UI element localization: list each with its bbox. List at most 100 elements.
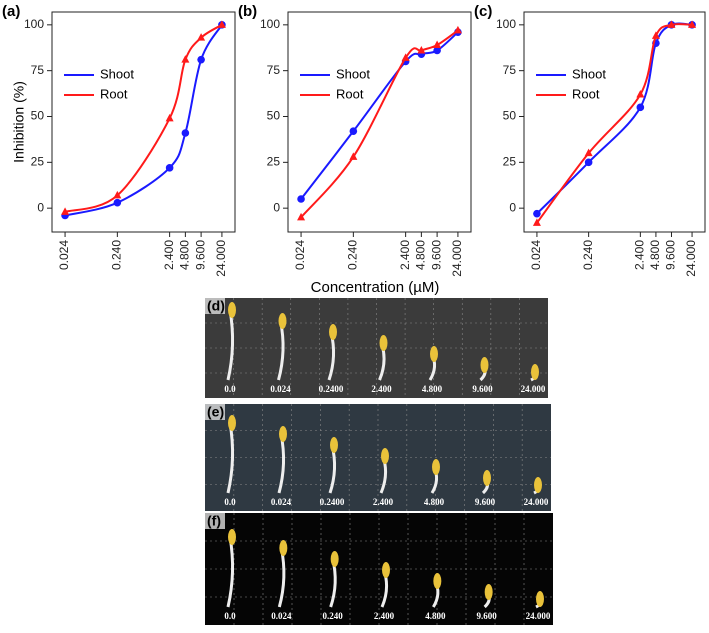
concentration-label: 0.024 (271, 497, 292, 507)
x-tick-label: 2.400 (633, 240, 647, 270)
x-tick-label: 0.024 (293, 240, 307, 270)
seedling-cotyledon (536, 591, 544, 607)
concentration-label: 0.0 (224, 611, 236, 621)
legend-label: Root (100, 86, 128, 101)
point (417, 46, 426, 54)
point (61, 207, 70, 215)
photo-label: (e) (207, 404, 224, 420)
y-tick-label: 75 (31, 63, 45, 77)
point (688, 20, 697, 28)
point (433, 40, 442, 48)
legend-label: Shoot (100, 66, 134, 81)
series-line (300, 31, 459, 200)
plot-frame (287, 11, 472, 233)
concentration-label: 24.000 (526, 611, 551, 621)
concentration-label: 0.240 (323, 611, 344, 621)
y-axis-label: Inhibition (%) (11, 81, 27, 163)
x-tick-label: 4.800 (648, 240, 662, 270)
seedling-cotyledon (279, 540, 288, 556)
concentration-label: 0.2400 (319, 384, 344, 394)
point (181, 129, 190, 137)
panel-label: (c) (474, 3, 492, 20)
y-tick-label: 0 (509, 200, 516, 214)
x-tick-label: 0.240 (110, 240, 124, 270)
concentration-label: 0.0 (224, 497, 236, 507)
seedling-cotyledon (330, 551, 339, 567)
seedling-cotyledon (432, 459, 440, 475)
concentration-label: 2.400 (374, 611, 395, 621)
y-tick-label: 0 (273, 200, 280, 214)
x-tick-label: 4.800 (178, 240, 192, 270)
point (197, 55, 205, 64)
x-tick-label: 0.024 (57, 240, 71, 270)
legend-label: Root (572, 86, 600, 101)
seedling-cotyledon (483, 470, 491, 486)
y-tick-label: 25 (31, 155, 45, 169)
photo-label-bg (205, 404, 225, 420)
seedling-cotyledon (228, 302, 236, 318)
concentration-label: 9.600 (472, 384, 493, 394)
seedling-cotyledon (278, 313, 287, 329)
point (667, 20, 676, 28)
point (453, 25, 462, 34)
panel-label: (b) (238, 3, 257, 20)
x-tick-label: 0.240 (346, 240, 360, 270)
seedling-cotyledon (379, 335, 388, 351)
photo-panel: 0.0 0.024 0.2400 2.400 4.800 9.600 24.000 (d) (205, 298, 548, 398)
y-tick-label: 50 (267, 109, 281, 123)
series-line (536, 23, 693, 224)
concentration-label: 2.400 (371, 384, 392, 394)
x-tick-label: 24.000 (684, 240, 698, 277)
concentration-label: 0.024 (271, 611, 292, 621)
seedling-cotyledon (329, 324, 337, 340)
x-tick-label: 4.800 (414, 240, 428, 270)
x-tick-label: 0.240 (581, 240, 595, 270)
y-tick-label: 50 (31, 109, 45, 123)
photo-label: (d) (207, 298, 225, 314)
point (636, 90, 645, 98)
point (113, 190, 122, 199)
x-tick-label: 9.600 (429, 240, 443, 270)
point (217, 20, 226, 28)
plot-frame (523, 11, 706, 233)
seedling-cotyledon (430, 346, 438, 362)
photo-background (205, 404, 551, 511)
plot-frame (51, 11, 236, 233)
y-tick-label: 100 (260, 17, 280, 31)
x-tick-label: 2.400 (162, 240, 176, 270)
series-line (536, 22, 693, 215)
seedling-cotyledon (279, 426, 287, 442)
concentration-label: 9.600 (475, 497, 496, 507)
seedling-cotyledon (480, 357, 489, 373)
panel-label: (a) (2, 3, 20, 20)
x-axis-label: Concentration (µM) (311, 279, 440, 296)
point (297, 195, 305, 203)
point (651, 31, 660, 39)
seedling-cotyledon (433, 573, 442, 589)
x-tick-label: 9.600 (193, 240, 207, 270)
y-tick-label: 0 (37, 200, 44, 214)
y-tick-label: 25 (503, 155, 517, 169)
photo-label-bg (205, 513, 225, 529)
photo-label-bg (205, 298, 225, 314)
y-tick-label: 75 (503, 63, 517, 77)
seedling-cotyledon (381, 448, 389, 464)
photo-panel: 0.0 0.024 0.2400 2.400 4.800 9.600 24.000 (e) (205, 404, 551, 511)
x-tick-label: 2.400 (398, 240, 412, 270)
photo-panel: 0.0 0.024 0.240 2.400 4.800 9.600 24.000 (f) (205, 513, 553, 625)
x-tick-label: 24.000 (214, 240, 228, 277)
concentration-label: 0.2400 (320, 497, 345, 507)
concentration-label: 24.000 (524, 497, 549, 507)
y-tick-label: 25 (267, 155, 281, 169)
point (113, 198, 122, 207)
point (401, 53, 410, 61)
x-tick-label: 0.024 (529, 240, 543, 270)
point (532, 218, 541, 226)
point (584, 158, 593, 167)
point (349, 127, 358, 135)
point (165, 113, 174, 122)
seedling-cotyledon (330, 437, 338, 453)
series-line (64, 23, 223, 213)
point (433, 46, 441, 55)
point (584, 148, 593, 157)
